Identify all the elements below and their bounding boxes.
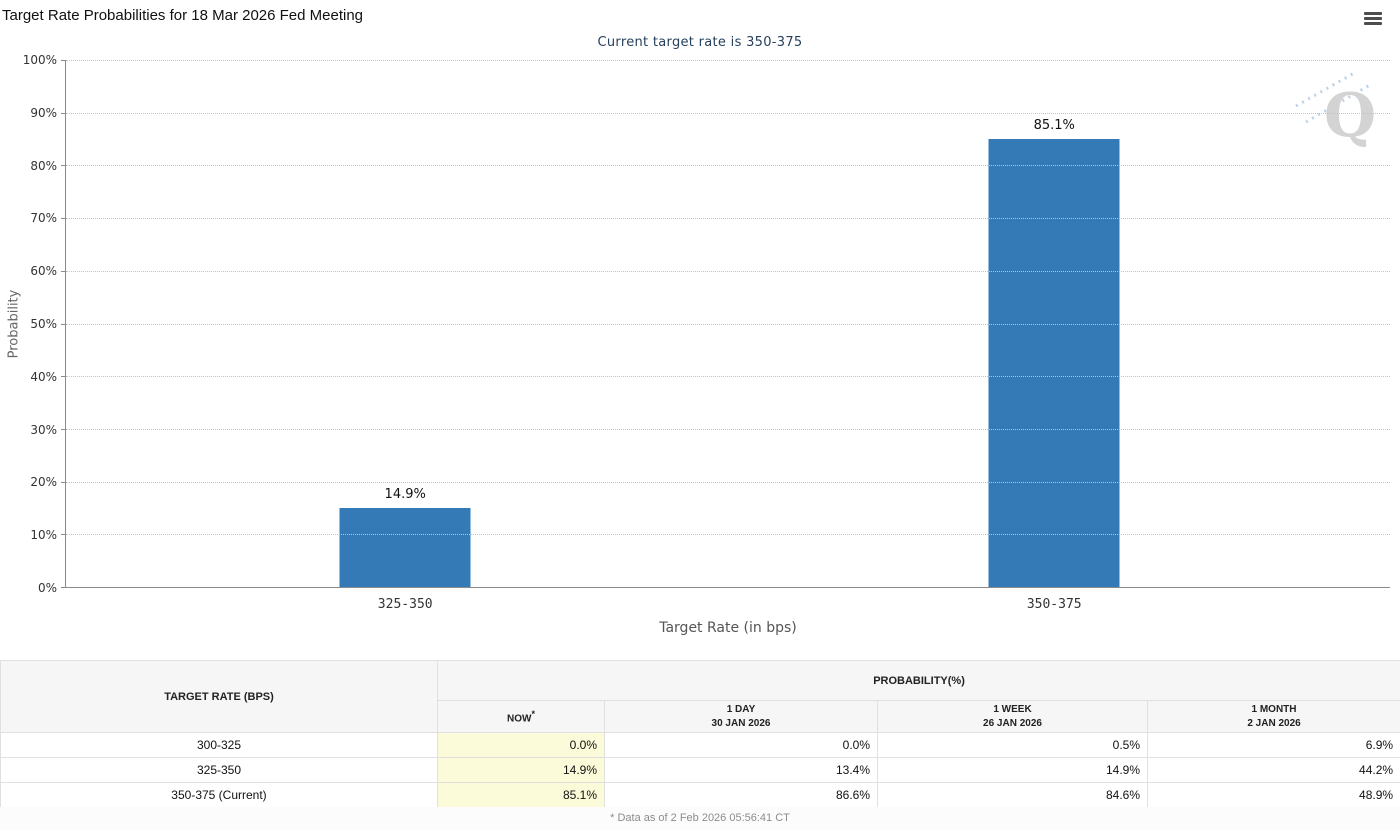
svg-text:Q: Q (1324, 81, 1376, 151)
day-cell: 13.4% (604, 757, 878, 783)
week-cell: 14.9% (877, 757, 1148, 783)
table-header-1week: 1 WEEK 26 JAN 2026 (877, 700, 1148, 733)
table-header-now: NOW* (437, 700, 605, 733)
day-cell: 0.0% (604, 732, 878, 758)
y-tick-mark (61, 270, 66, 272)
table-header-target-rate: TARGET RATE (BPS) (0, 660, 438, 733)
y-tick-mark (61, 218, 66, 220)
y-tick-label: 40% (30, 369, 57, 384)
bar-value-label: 14.9% (384, 487, 426, 503)
bar-value-label: 85.1% (1033, 117, 1075, 133)
gridline (66, 270, 1390, 272)
now-cell: 85.1% (437, 782, 605, 808)
x-tick-label-325-350: 325-350 (377, 597, 433, 612)
y-tick-label: 100% (22, 53, 57, 67)
table-row: 325-350 14.9% 13.4% 14.9% 44.2% (0, 757, 1400, 783)
y-tick-mark (61, 534, 66, 536)
day-cell: 86.6% (604, 782, 878, 808)
y-tick-mark (61, 428, 66, 430)
gridline (66, 428, 1390, 430)
week-cell: 84.6% (877, 782, 1148, 808)
chart-subtitle: Current target rate is 350-375 (597, 35, 803, 50)
y-tick-mark (61, 323, 66, 325)
table-header-1day: 1 DAY 30 JAN 2026 (604, 700, 878, 733)
data-asof-note: * Data as of 2 Feb 2026 05:56:41 CT (0, 807, 1400, 830)
table-header-1month: 1 MONTH 2 JAN 2026 (1146, 700, 1400, 733)
rate-cell: 350-375 (Current) (0, 782, 438, 808)
gridline (66, 534, 1390, 536)
rate-cell: 300-325 (0, 732, 438, 758)
y-tick-label: 30% (30, 422, 57, 437)
now-cell: 14.9% (437, 757, 605, 783)
x-axis-title: Target Rate (in bps) (659, 620, 797, 636)
table-header-probability: PROBABILITY(%) (436, 660, 1400, 701)
y-tick-mark (61, 481, 66, 483)
gridline (66, 60, 1390, 61)
y-tick-label: 80% (30, 158, 57, 173)
col-label: 1 WEEK (993, 704, 1032, 715)
table-row: 350-375 (Current) 85.1% 86.6% 84.6% 48.9… (0, 782, 1400, 808)
y-tick-label: 60% (30, 264, 57, 279)
bar-chart: Probability 100% 90% 80% 70% 60% 50% 40% 30% 20%… (0, 53, 1390, 636)
col-date: 26 JAN 2026 (983, 717, 1042, 729)
menu-button[interactable] (1364, 9, 1386, 27)
gridline (66, 323, 1390, 325)
month-cell: 48.9% (1146, 782, 1400, 808)
table-group-header-row: TARGET RATE (BPS) PROBABILITY(%) (0, 660, 1400, 733)
bar-group-350-375: 85.1% (988, 60, 1120, 587)
y-tick-mark (61, 376, 66, 378)
footnote-asterisk: * (531, 708, 535, 719)
rate-cell: 325-350 (0, 757, 438, 783)
y-tick-mark (61, 60, 66, 61)
y-tick-mark (61, 112, 66, 114)
now-label: NOW (507, 712, 532, 724)
y-tick-mark (61, 587, 66, 588)
week-cell: 0.5% (877, 732, 1148, 758)
col-date: 2 JAN 2026 (1247, 717, 1301, 729)
y-tick-label: 70% (30, 211, 57, 226)
y-tick-label: 50% (30, 317, 57, 331)
y-axis-labels: 100% 90% 80% 70% 60% 50% 40% 30% 20% 10% 0% (0, 53, 57, 595)
x-tick-label-350-375: 350-375 (1026, 597, 1082, 612)
bar-group-325-350: 14.9% (339, 60, 471, 587)
y-tick-label: 20% (30, 475, 57, 490)
plot-area: Q 14.9% 85.1% 325-350 350-375 Target Rat… (61, 60, 1390, 636)
probability-table: TARGET RATE (BPS) PROBABILITY(%) NOW* 1 … (0, 660, 1400, 808)
gridline (66, 165, 1390, 167)
y-tick-label: 90% (30, 105, 57, 120)
y-tick-mark (61, 165, 66, 167)
bar-350-375[interactable] (988, 138, 1120, 587)
gridline (66, 112, 1390, 114)
month-cell: 6.9% (1146, 732, 1400, 758)
page-title: Target Rate Probabilities for 18 Mar 202… (2, 7, 364, 24)
quikstrike-watermark-icon: Q (1294, 68, 1384, 152)
col-label: 1 DAY (726, 704, 756, 715)
gridline (66, 218, 1390, 220)
hamburger-menu-icon (1364, 11, 1386, 25)
col-date: 30 JAN 2026 (711, 717, 771, 729)
bar-325-350[interactable] (339, 508, 471, 587)
table-subheader-row: NOW* 1 DAY 30 JAN 2026 1 WEEK 26 JAN 202… (1, 700, 1400, 733)
y-tick-label: 10% (30, 528, 57, 543)
y-tick-label: 0% (37, 581, 57, 595)
col-label: 1 MONTH (1251, 704, 1297, 715)
gridline (66, 481, 1390, 483)
month-cell: 44.2% (1146, 757, 1400, 783)
now-cell: 0.0% (437, 732, 605, 758)
table-row: 300-325 0.0% 0.0% 0.5% 6.9% (0, 732, 1400, 758)
gridline (66, 376, 1390, 378)
